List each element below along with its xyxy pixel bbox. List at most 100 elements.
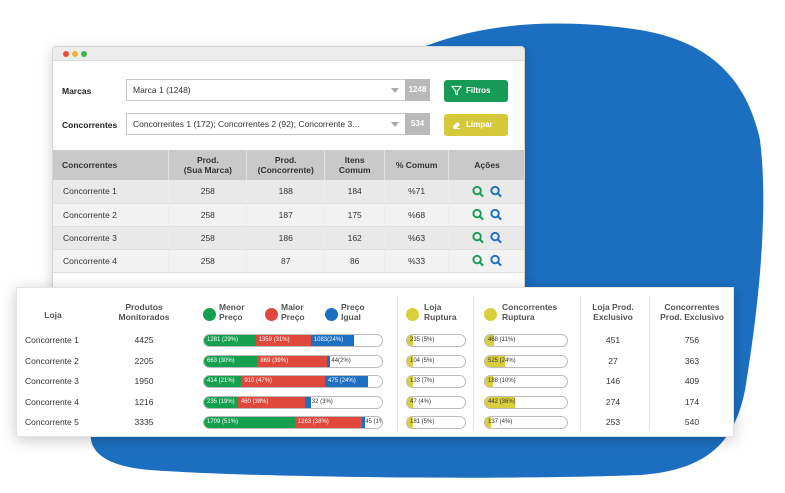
maior-preco-segment: 460 (38%) xyxy=(237,396,306,408)
igual-preco-segment: 475 (24%) xyxy=(325,376,368,387)
col-header-pct-comum: % Comum xyxy=(384,150,450,180)
table-cell: %68 xyxy=(384,203,450,227)
legend-preco-igual-label: Preço Igual xyxy=(341,302,365,322)
price-comparison-bar: 414 (21%) 910 (47%) 475 (24%) xyxy=(203,375,383,388)
divider xyxy=(473,296,474,431)
yellow-dot-icon xyxy=(406,308,419,321)
table-cell: %63 xyxy=(384,226,450,250)
divider xyxy=(580,296,581,431)
maximize-window-dot[interactable] xyxy=(81,51,87,57)
search-icon-blue[interactable] xyxy=(489,208,503,221)
minimize-window-dot[interactable] xyxy=(72,51,78,57)
loja-ruptura-bar: 235 (5%) xyxy=(406,334,466,347)
col-header-prod-sua-marca: Prod. (Sua Marca) xyxy=(168,150,248,180)
price-comparison-bar: 1709 (51%)1263 (38%)45 (1%) xyxy=(203,416,383,429)
table-row: Concorrente 4 1216 274 174 235 (19%) 460 (38%… xyxy=(17,393,735,413)
marcas-select[interactable]: Marca 1 (1248) xyxy=(126,79,406,101)
concorrentes-ruptura-bar-label: 442 (36%) xyxy=(488,398,516,405)
price-comparison-bar: 1281 (29%) 1359 (31%) 1083(24%) xyxy=(203,334,383,347)
table-cell: 258 xyxy=(168,226,248,250)
actions-cell xyxy=(448,180,524,204)
concorrentes-label: Concorrentes xyxy=(62,120,118,130)
table-cell: Concorrente 2 xyxy=(25,355,79,366)
table-cell: 86 xyxy=(324,249,386,273)
col-header-concorrentes-exclusivo: Concorrentes Prod. Exclusivo xyxy=(660,302,724,322)
table-cell: Concorrente 4 xyxy=(53,249,170,273)
legend-loja-ruptura: Loja Ruptura xyxy=(406,302,476,322)
marcas-label: Marcas xyxy=(62,86,92,96)
concorrentes-ruptura-bar: 525 (24%) xyxy=(484,354,568,368)
search-icon-green[interactable] xyxy=(471,254,485,267)
loja-ruptura-bar-label: 104 (5%) xyxy=(410,357,435,364)
concorrentes-select-value: Concorrentes 1 (172); Concorrentes 2 (92… xyxy=(133,119,360,129)
table-cell: 188 xyxy=(246,180,326,204)
table-cell: Concorrente 1 xyxy=(53,180,170,204)
loja-ruptura-bar-fill xyxy=(407,335,413,346)
table-cell: 258 xyxy=(168,249,248,273)
search-icon-green[interactable] xyxy=(471,208,485,221)
marcas-count-badge: 1248 xyxy=(405,79,430,101)
actions-cell xyxy=(448,203,524,227)
legend-menor-preco: Menor Preço xyxy=(203,302,263,322)
close-window-dot[interactable] xyxy=(63,51,69,57)
igual-preco-segment: 1083(24%) xyxy=(310,335,354,346)
loja-ruptura-bar: 133 (7%) xyxy=(406,375,466,388)
legend-menor-preco-label: Menor Preço xyxy=(219,302,245,322)
loja-ruptura-bar-fill xyxy=(407,417,413,428)
col-header-loja-exclusivo: Loja Prod. Exclusivo xyxy=(592,302,634,322)
col-header-loja: Loja xyxy=(44,310,62,320)
maior-preco-segment: 910 (47%) xyxy=(241,376,326,387)
table-cell: 184 xyxy=(324,180,386,204)
search-icon-blue[interactable] xyxy=(489,231,503,244)
table-cell: Concorrente 3 xyxy=(53,226,170,250)
table-row: Concorrente 1 4425 451 756 1281 (29%) 1359 (3… xyxy=(17,331,735,351)
red-dot-icon xyxy=(265,308,278,321)
search-icon-green[interactable] xyxy=(471,231,485,244)
col-header-prod-concorrente: Prod. (Concorrente) xyxy=(246,150,326,180)
legend-preco-igual: Preço Igual xyxy=(325,302,385,322)
concorrentes-ruptura-bar: 188 (10%) xyxy=(484,375,568,388)
yellow-dot-icon xyxy=(484,308,497,321)
concorrentes-count-badge: 534 xyxy=(405,113,430,135)
search-icon-blue[interactable] xyxy=(489,185,503,198)
marcas-select-value: Marca 1 (1248) xyxy=(133,85,191,95)
loja-ruptura-bar: 104 (5%) xyxy=(406,354,466,368)
table-cell: 540 xyxy=(684,417,700,427)
table-cell: 146 xyxy=(605,376,621,386)
filter-icon xyxy=(451,85,462,96)
actions-cell xyxy=(448,249,524,273)
col-header-acoes: Ações xyxy=(448,150,524,180)
legend-concorrentes-ruptura: Concorrentes Ruptura xyxy=(484,302,584,322)
loja-ruptura-bar-label: 133 (7%) xyxy=(410,378,435,384)
table-row: Concorrente 4 258 87 86 %33 xyxy=(53,249,524,273)
menor-preco-segment: 414 (21%) xyxy=(204,376,242,387)
legend-maior-preco: Maior Preço xyxy=(265,302,325,322)
search-icon-green[interactable] xyxy=(471,185,485,198)
table-cell: 187 xyxy=(246,203,326,227)
concorrentes-ruptura-bar-fill xyxy=(485,417,491,428)
eraser-icon xyxy=(452,121,461,130)
igual-preco-label: 44(2%) xyxy=(331,357,351,364)
table-cell: 253 xyxy=(605,417,621,427)
table-row: Concorrente 3 258 186 162 %63 xyxy=(53,226,524,250)
igual-preco-segment xyxy=(326,355,331,367)
igual-preco-segment xyxy=(305,396,311,408)
table-cell: 87 xyxy=(246,249,326,273)
table-row: Concorrente 3 1950 146 409 414 (21%) 910 (47%… xyxy=(17,372,735,392)
maior-preco-segment: 1359 (31%) xyxy=(255,335,311,346)
loja-ruptura-bar-fill xyxy=(407,376,413,387)
concorrentes-ruptura-bar-fill xyxy=(485,355,505,367)
concorrentes-ruptura-bar-fill xyxy=(485,376,494,387)
search-icon-blue[interactable] xyxy=(489,254,503,267)
green-dot-icon xyxy=(203,308,216,321)
table-cell: 27 xyxy=(608,355,618,366)
loja-ruptura-bar: 181 (5%) xyxy=(406,416,466,429)
concorrentes-select[interactable]: Concorrentes 1 (172); Concorrentes 2 (92… xyxy=(126,113,406,135)
concorrentes-ruptura-bar-label: 468 (11%) xyxy=(488,337,516,343)
col-header-concorrentes: Concorrentes xyxy=(53,150,170,180)
filtros-button[interactable]: Filtros xyxy=(444,80,508,102)
table-row: Concorrente 2 2205 27 363 663 (30%) 869 (39%)… xyxy=(17,352,735,372)
table-cell: 174 xyxy=(684,396,700,407)
limpar-button[interactable]: Limpar xyxy=(444,114,508,136)
loja-ruptura-bar-label: 181 (5%) xyxy=(410,419,435,425)
